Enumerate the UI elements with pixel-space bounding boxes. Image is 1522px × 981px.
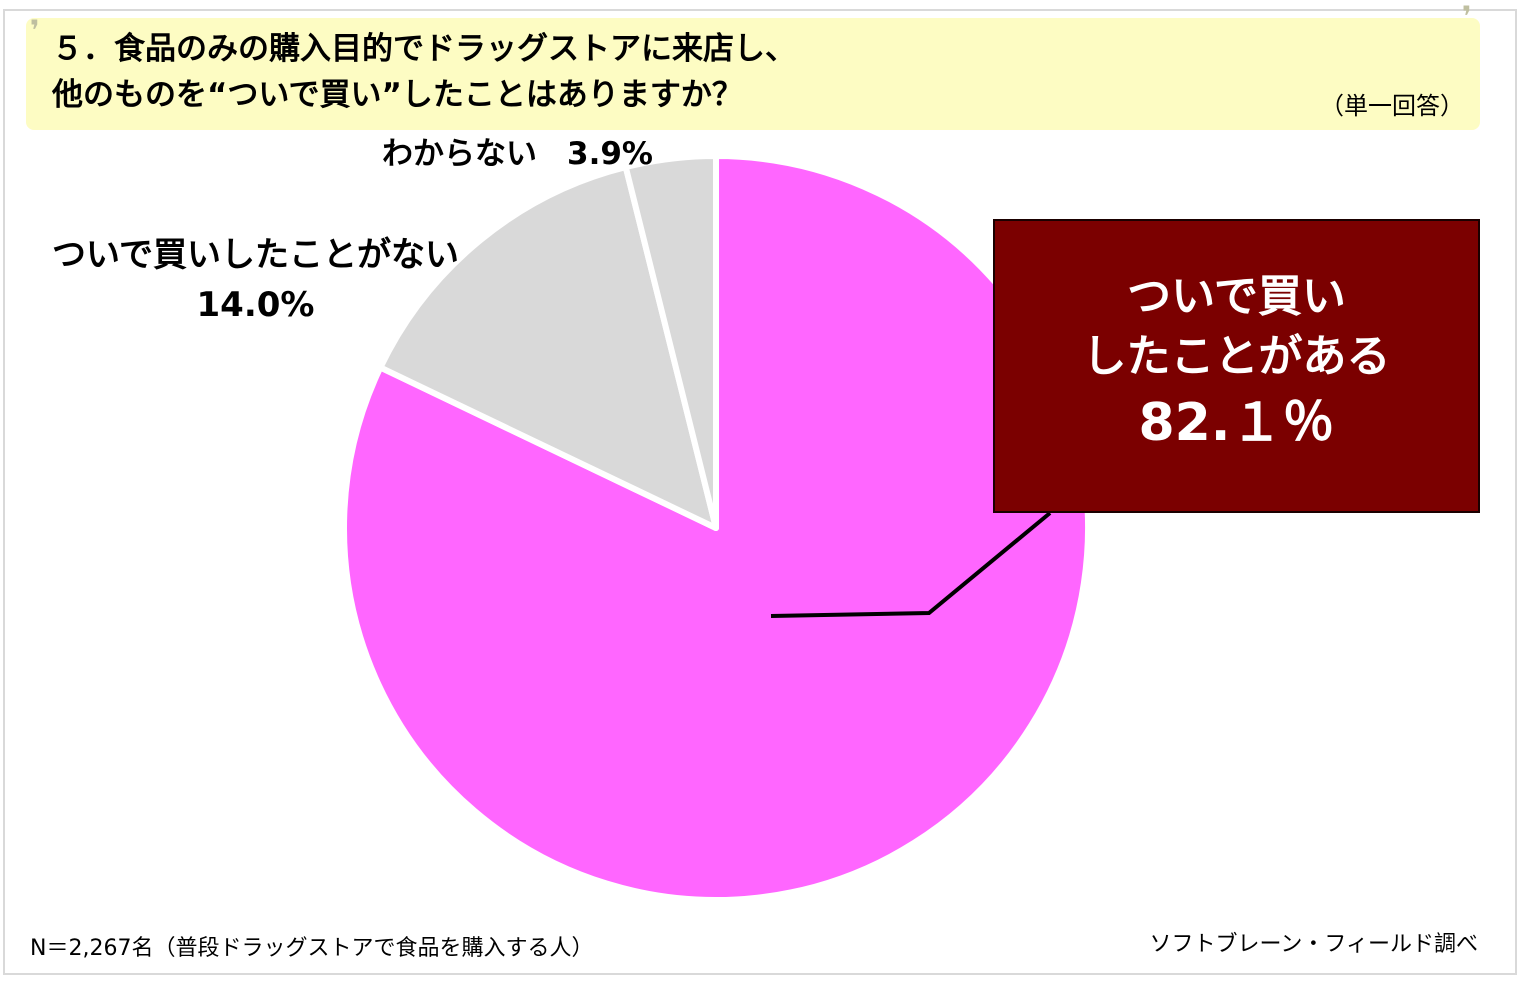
chart-title: ５．食品のみの購入目的でドラッグストアに来店し、 他のものを“ついで買い”したこ… [52, 26, 796, 118]
pie-slice-unknown [622, 153, 719, 531]
callout-leader-line [770, 511, 1052, 618]
chart-frame [3, 9, 1517, 975]
slice-value-unknown: 3.9% [567, 136, 653, 172]
slice-value-never: 14.0% [196, 285, 315, 325]
pie-slice-never [377, 164, 719, 531]
source-note: ソフトブレーン・フィールド調べ [1149, 932, 1478, 957]
slice-label-never-text: ついで買いしたことがない [52, 235, 459, 275]
banner-curl-icon: ❜ [1462, 0, 1472, 33]
callout-label-line-2: したことがある [1082, 331, 1391, 382]
answer-type-note: （単一回答） [1320, 92, 1464, 120]
title-banner [26, 18, 1480, 130]
slice-label-unknown-text: わからない [382, 136, 537, 172]
sample-size-note: N＝2,267名（普段ドラッグストアで食品を購入する人） [30, 936, 594, 961]
slice-label-unknown: わからない 3.9% [382, 128, 653, 173]
title-line-2: 他のものを“ついで買い”したことはありますか？ [52, 77, 743, 113]
callout-value: 82.１％ [1138, 393, 1335, 453]
slice-label-never: ついで買いしたことがない 14.0% [52, 230, 459, 330]
callout-box-yes: ついで買い したことがある 82.１％ [993, 219, 1480, 513]
title-line-1: ５．食品のみの購入目的でドラッグストアに来店し、 [52, 31, 796, 67]
banner-curl-icon: ❜ [30, 14, 40, 47]
callout-label-line-1: ついで買い [1127, 271, 1346, 322]
